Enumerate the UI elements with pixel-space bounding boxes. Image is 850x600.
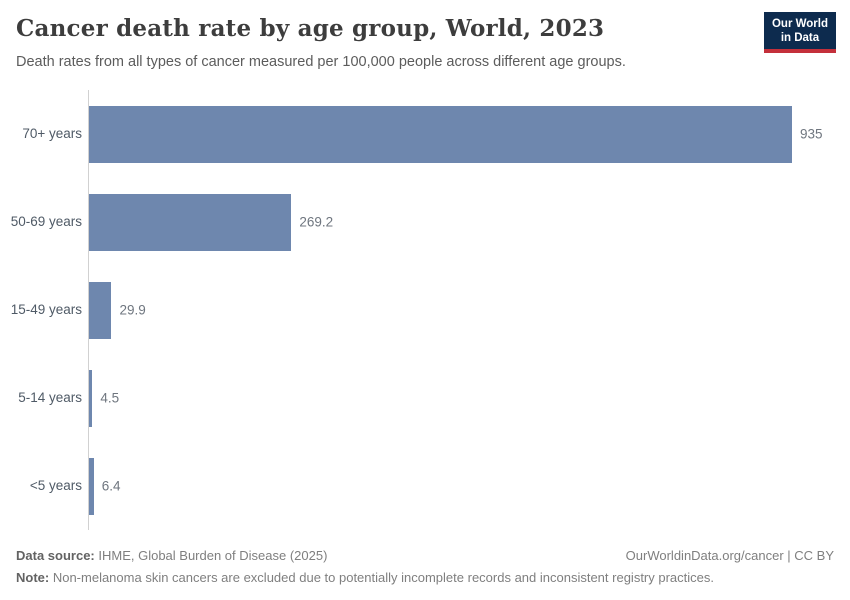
owid-logo-line1: Our World [771, 18, 828, 30]
bar-row: <5 years 6.4 [0, 442, 850, 530]
bar[interactable] [89, 281, 112, 339]
bar[interactable] [89, 369, 93, 427]
note-text: Non-melanoma skin cancers are excluded d… [49, 570, 714, 585]
chart-title: Cancer death rate by age group, World, 2… [16, 15, 605, 42]
bar-row: 50-69 years 269.2 [0, 178, 850, 266]
owid-logo-line2: in Data [780, 32, 820, 44]
category-label: 70+ years [22, 126, 82, 141]
bar-row: 15-49 years 29.9 [0, 266, 850, 354]
category-label: 50-69 years [10, 214, 82, 229]
owid-cc-link[interactable]: OurWorldinData.org/cancer | CC BY [625, 548, 834, 563]
value-label: 29.9 [119, 302, 146, 318]
category-label: 15-49 years [10, 302, 82, 317]
bar-row: 5-14 years 4.5 [0, 354, 850, 442]
bar-track: 935 [88, 105, 850, 163]
bar-track: 29.9 [88, 281, 850, 339]
bar-rows: 70+ years 935 50-69 years 269.2 15-49 years 2… [0, 90, 850, 530]
owid-logo[interactable]: Our World in Data [763, 12, 836, 53]
bar-track: 269.2 [88, 193, 850, 251]
bar-track: 4.5 [88, 369, 850, 427]
bar-chart: 70+ years 935 50-69 years 269.2 15-49 years 2… [0, 90, 850, 530]
value-label: 4.5 [100, 390, 120, 406]
data-source-label: Data source: [16, 548, 95, 563]
value-label: 935 [800, 126, 823, 142]
chart-header: Cancer death rate by age group, World, 2… [0, 0, 850, 71]
note-label: Note: [16, 570, 50, 585]
note: Note: Non-melanoma skin cancers are excl… [16, 569, 834, 587]
y-axis-line [88, 90, 89, 530]
value-label: 6.4 [101, 478, 121, 494]
data-source: Data source: IHME, Global Burden of Dise… [16, 547, 327, 565]
bar[interactable] [89, 457, 94, 515]
data-source-text: IHME, Global Burden of Disease (2025) [94, 548, 328, 563]
chart-subtitle: Death rates from all types of cancer mea… [16, 54, 626, 70]
bar[interactable] [89, 105, 792, 163]
bar-track: 6.4 [88, 457, 850, 515]
category-label: 5-14 years [18, 390, 82, 405]
chart-footer: Data source: IHME, Global Burden of Dise… [0, 530, 850, 587]
value-label: 269.2 [299, 214, 334, 230]
bar-row: 70+ years 935 [0, 90, 850, 178]
bar[interactable] [89, 193, 292, 251]
category-label: <5 years [29, 478, 82, 493]
